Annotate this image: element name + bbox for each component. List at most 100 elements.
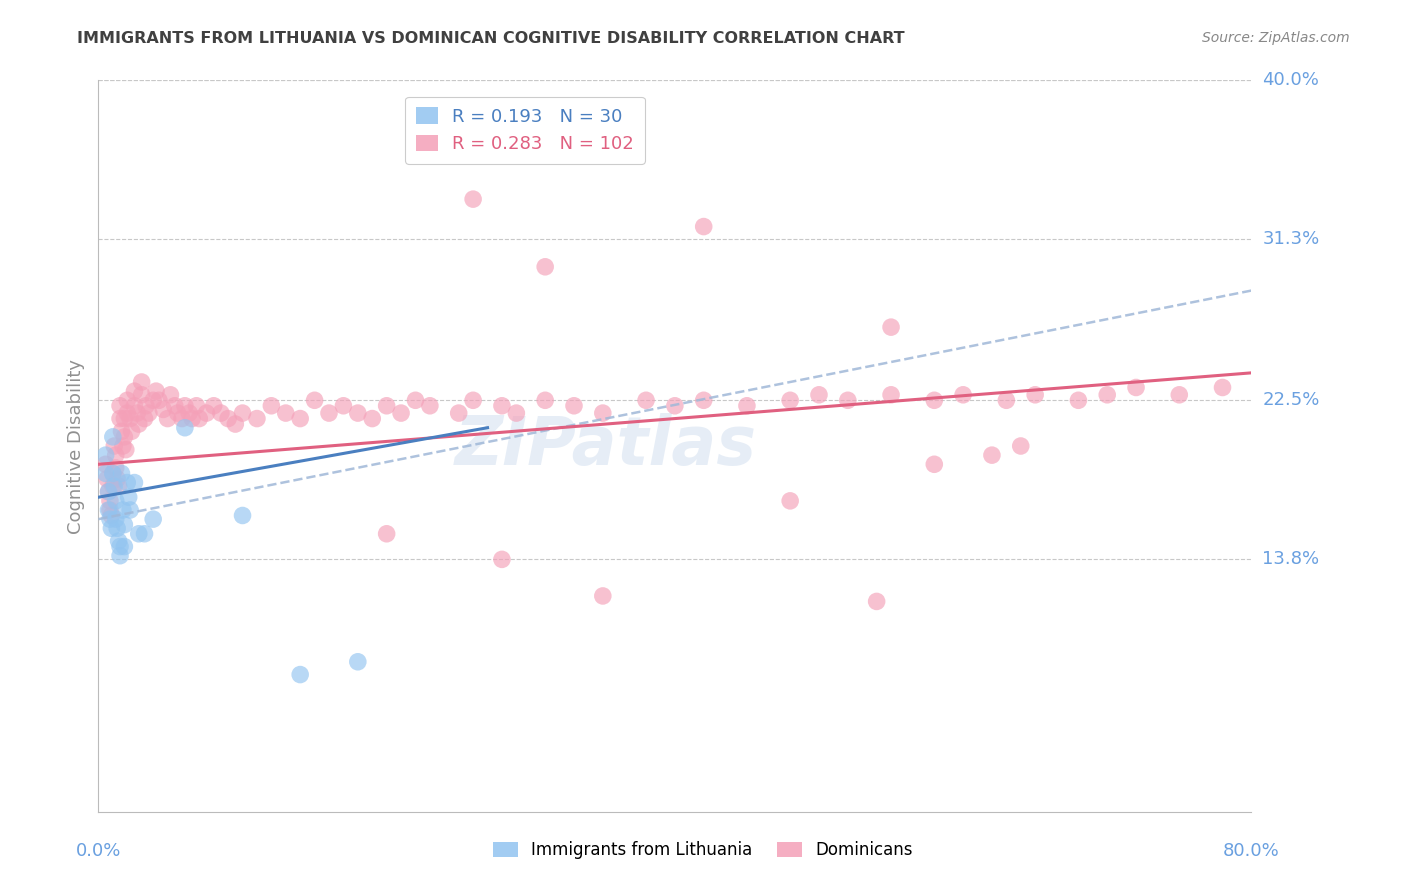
Point — [405, 393, 427, 408]
Point — [111, 503, 134, 517]
Point — [461, 192, 484, 206]
Point — [108, 399, 131, 413]
Point — [104, 448, 127, 462]
Point — [108, 540, 131, 554]
Point — [866, 594, 889, 608]
Point — [491, 399, 513, 413]
Legend: R = 0.193   N = 30, R = 0.283   N = 102: R = 0.193 N = 30, R = 0.283 N = 102 — [405, 96, 645, 164]
Point — [120, 411, 142, 425]
Point — [209, 406, 232, 420]
Point — [274, 406, 297, 420]
Point — [108, 549, 131, 563]
Point — [96, 472, 118, 486]
Point — [118, 490, 141, 504]
Point — [924, 393, 946, 408]
Point — [1097, 388, 1119, 402]
Text: 31.3%: 31.3% — [1263, 230, 1320, 248]
Point — [131, 375, 153, 389]
Point — [195, 406, 218, 420]
Point — [101, 430, 124, 444]
Point — [105, 472, 128, 486]
Text: 13.8%: 13.8% — [1263, 550, 1320, 568]
Point — [217, 411, 239, 425]
Text: 0.0%: 0.0% — [76, 842, 121, 860]
Point — [112, 540, 135, 554]
Point — [148, 393, 170, 408]
Point — [202, 399, 225, 413]
Point — [447, 406, 470, 420]
Point — [159, 388, 181, 402]
Point — [110, 425, 132, 439]
Point — [246, 411, 269, 425]
Point — [98, 494, 121, 508]
Point — [170, 411, 193, 425]
Point — [224, 417, 246, 431]
Point — [231, 508, 254, 523]
Text: 40.0%: 40.0% — [1263, 71, 1319, 89]
Point — [94, 448, 117, 462]
Point — [779, 494, 801, 508]
Y-axis label: Cognitive Disability: Cognitive Disability — [66, 359, 84, 533]
Point — [664, 399, 686, 413]
Point — [101, 467, 124, 481]
Point — [107, 479, 129, 493]
Point — [592, 589, 614, 603]
Point — [505, 406, 527, 420]
Text: ZIPatlas: ZIPatlas — [454, 413, 756, 479]
Point — [117, 393, 139, 408]
Point — [131, 388, 153, 402]
Point — [1067, 393, 1090, 408]
Point — [779, 393, 801, 408]
Point — [114, 442, 136, 457]
Point — [104, 512, 127, 526]
Point — [97, 503, 120, 517]
Point — [104, 494, 127, 508]
Point — [304, 393, 326, 408]
Point — [461, 393, 484, 408]
Point — [562, 399, 585, 413]
Point — [166, 406, 188, 420]
Point — [735, 399, 758, 413]
Point — [134, 411, 156, 425]
Point — [98, 512, 121, 526]
Point — [97, 484, 120, 499]
Point — [142, 512, 165, 526]
Point — [111, 439, 134, 453]
Point — [100, 521, 122, 535]
Point — [179, 406, 201, 420]
Point — [108, 411, 131, 425]
Point — [837, 393, 859, 408]
Point — [290, 667, 312, 681]
Point — [112, 517, 135, 532]
Point — [163, 399, 186, 413]
Point — [346, 406, 368, 420]
Point — [138, 406, 160, 420]
Point — [101, 479, 124, 493]
Point — [1024, 388, 1046, 402]
Point — [117, 406, 139, 420]
Point — [128, 417, 150, 431]
Point — [152, 402, 174, 417]
Point — [636, 393, 658, 408]
Point — [112, 430, 135, 444]
Point — [107, 534, 129, 549]
Point — [880, 388, 903, 402]
Point — [375, 399, 398, 413]
Point — [94, 457, 117, 471]
Point — [117, 475, 139, 490]
Point — [260, 399, 283, 413]
Point — [290, 411, 312, 425]
Point — [375, 526, 398, 541]
Text: 22.5%: 22.5% — [1263, 392, 1320, 409]
Point — [127, 406, 149, 420]
Point — [952, 388, 974, 402]
Point — [534, 393, 557, 408]
Point — [142, 393, 165, 408]
Point — [981, 448, 1004, 462]
Point — [174, 421, 197, 435]
Point — [135, 399, 157, 413]
Point — [389, 406, 412, 420]
Point — [924, 457, 946, 471]
Point — [100, 508, 122, 523]
Point — [534, 260, 557, 274]
